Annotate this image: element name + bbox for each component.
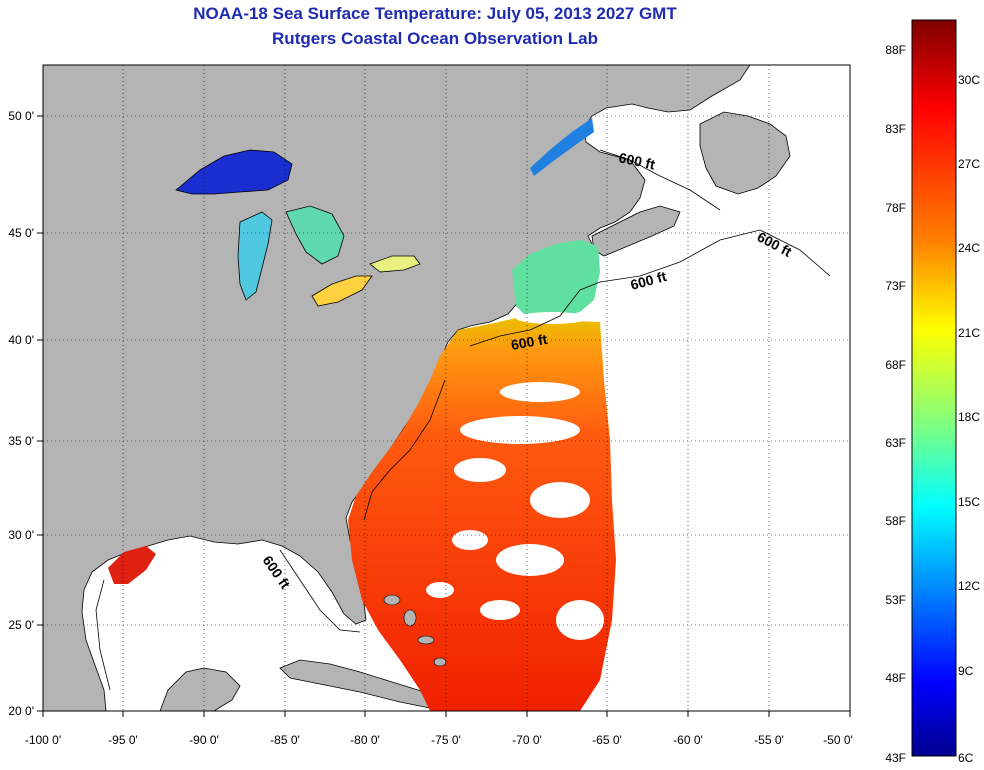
lon-label: -70 0'	[512, 733, 542, 747]
lon-label: -85 0'	[270, 733, 300, 747]
lake-huron	[285, 205, 345, 265]
map-area	[43, 65, 850, 711]
colorbar-c-label: 6C	[958, 751, 974, 765]
land-bahamas	[383, 594, 447, 667]
lon-label: -55 0'	[754, 733, 784, 747]
colorbar-c-label: 18C	[958, 410, 980, 424]
colorbar-c-label: 12C	[958, 579, 980, 593]
lon-label: -75 0'	[431, 733, 461, 747]
land-yucatan	[159, 667, 241, 711]
lon-label: -100 0'	[25, 733, 61, 747]
colorbar-c-label: 21C	[958, 326, 980, 340]
lat-label: 20 0'	[8, 704, 34, 718]
colorbar-c-label: 9C	[958, 664, 974, 678]
st-lawrence-sst	[530, 118, 594, 176]
colorbar-f-label: 68F	[885, 358, 906, 372]
contour-label-4: 600 ft	[510, 331, 549, 353]
lat-label: 40 0'	[8, 333, 34, 347]
map-subtitle: Rutgers Coastal Ocean Observation Lab	[272, 29, 598, 48]
gulf-sst-patch	[108, 546, 156, 584]
cloud-gaps	[426, 312, 604, 640]
lat-label: 25 0'	[8, 618, 34, 632]
contour-label-1: 600 ft	[617, 149, 656, 172]
frame-ticks	[37, 115, 851, 717]
lat-label: 30 0'	[8, 528, 34, 542]
lake-michigan	[237, 211, 273, 301]
lon-label: -80 0'	[350, 733, 380, 747]
lon-label: -95 0'	[108, 733, 138, 747]
colorbar-f-label: 73F	[885, 279, 906, 293]
isobath-600ft	[95, 149, 831, 691]
lat-label: 50 0'	[8, 109, 34, 123]
colorbar-f-label: 53F	[885, 593, 906, 607]
lon-label: -60 0'	[673, 733, 703, 747]
colorbar-f-label: 43F	[885, 751, 906, 765]
lake-ontario	[369, 255, 421, 273]
land-nova-scotia	[591, 205, 681, 257]
colorbar-f-label: 58F	[885, 514, 906, 528]
graticule	[43, 65, 850, 711]
lat-label: 45 0'	[8, 226, 34, 240]
colorbar-c-label: 27C	[958, 157, 980, 171]
colorbar-c-label: 24C	[958, 241, 980, 255]
lon-label: -65 0'	[592, 733, 622, 747]
lat-label: 35 0'	[8, 434, 34, 448]
colorbar-f-label: 83F	[885, 122, 906, 136]
colorbar-c-label: 15C	[958, 495, 980, 509]
colorbar-f-label: 78F	[885, 201, 906, 215]
colorbar-f-label: 63F	[885, 436, 906, 450]
atlantic-sst	[348, 318, 616, 711]
lon-label: -90 0'	[189, 733, 219, 747]
colorbar-f-label: 48F	[885, 671, 906, 685]
colorbar-c-label: 30C	[958, 73, 980, 87]
map-title: NOAA-18 Sea Surface Temperature: July 05…	[193, 4, 677, 23]
lake-erie	[311, 275, 373, 307]
gulf-of-maine-sst	[512, 240, 600, 320]
colorbar-f-label: 88F	[885, 43, 906, 57]
lake-superior	[175, 149, 293, 195]
lon-label: -50 0'	[823, 733, 853, 747]
colorbar	[911, 19, 957, 757]
